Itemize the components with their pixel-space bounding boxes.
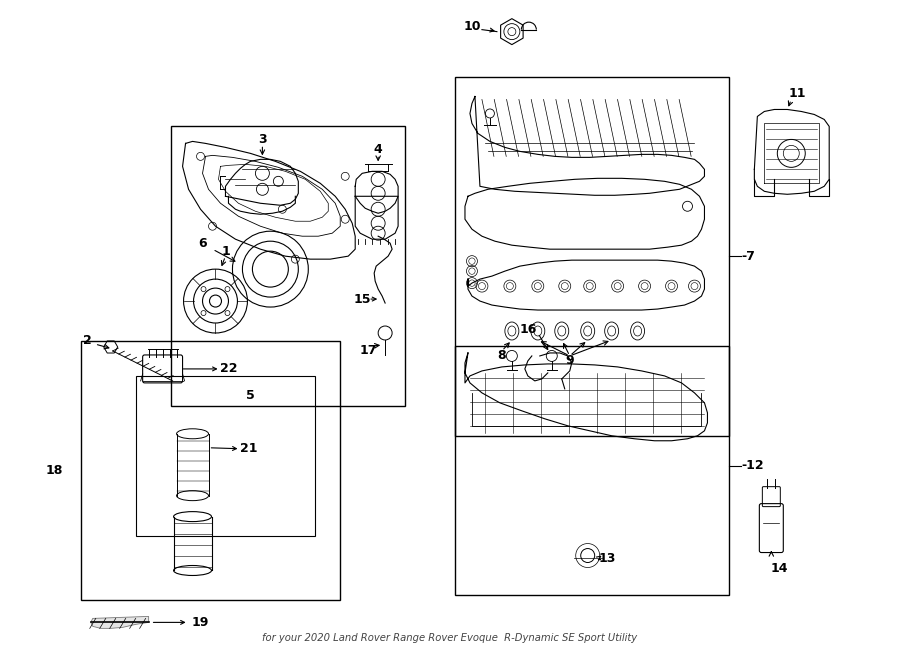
Polygon shape bbox=[91, 617, 148, 629]
Bar bbox=[455, 346, 729, 596]
Text: 4: 4 bbox=[374, 143, 382, 156]
Text: 21: 21 bbox=[239, 442, 257, 455]
Text: -12: -12 bbox=[742, 459, 764, 472]
Text: 18: 18 bbox=[45, 464, 63, 477]
Text: 6: 6 bbox=[198, 237, 207, 250]
Bar bbox=[81, 341, 340, 600]
Text: 19: 19 bbox=[192, 616, 209, 629]
Text: 11: 11 bbox=[788, 87, 806, 100]
Text: 2: 2 bbox=[84, 334, 92, 348]
Bar bbox=[455, 77, 729, 436]
Text: -7: -7 bbox=[742, 250, 755, 262]
Text: 13: 13 bbox=[599, 552, 616, 565]
Text: 1: 1 bbox=[221, 245, 230, 258]
Text: 8: 8 bbox=[498, 350, 506, 362]
Text: 3: 3 bbox=[258, 133, 266, 146]
Text: for your 2020 Land Rover Range Rover Evoque  R-Dynamic SE Sport Utility: for your 2020 Land Rover Range Rover Evo… bbox=[263, 633, 637, 643]
Text: 17: 17 bbox=[359, 344, 377, 358]
Bar bbox=[136, 376, 315, 535]
Text: 22: 22 bbox=[220, 362, 238, 375]
Text: 10: 10 bbox=[464, 20, 481, 33]
Text: 15: 15 bbox=[354, 293, 371, 305]
Text: 5: 5 bbox=[246, 389, 255, 403]
Text: 14: 14 bbox=[770, 562, 788, 575]
Bar bbox=[171, 126, 405, 406]
Text: 9: 9 bbox=[565, 354, 574, 368]
Text: 16: 16 bbox=[519, 323, 536, 336]
